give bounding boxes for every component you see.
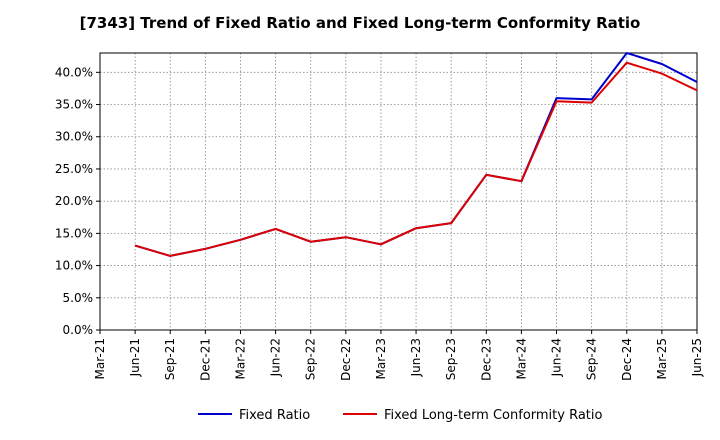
x-tick-label: Mar-24 xyxy=(514,338,528,379)
y-tick-label: 40.0% xyxy=(55,65,93,79)
x-axis: Mar-21 Jun-21 Sep-21 Dec-21 Mar-22 Jun-22 Sep-… xyxy=(93,330,704,381)
chart-title: [7343] Trend of Fixed Ratio and Fixed Lo… xyxy=(79,14,641,32)
x-tick-label: Mar-23 xyxy=(374,338,388,379)
x-tick-label: Sep-21 xyxy=(163,338,177,380)
plot-area-frame xyxy=(99,52,698,331)
x-tick-label: Sep-23 xyxy=(444,338,458,380)
y-tick-label: 15.0% xyxy=(55,226,93,240)
legend-label-2: Fixed Long-term Conformity Ratio xyxy=(384,408,603,423)
x-tick-label: Jun-22 xyxy=(269,338,283,377)
y-tick-label: 5.0% xyxy=(63,291,94,305)
x-tick-label: Sep-22 xyxy=(304,338,318,380)
series xyxy=(134,52,698,257)
grid xyxy=(99,53,698,331)
legend: Fixed Ratio Fixed Long-term Conformity Ra… xyxy=(198,408,603,423)
x-tick-label: Dec-23 xyxy=(479,338,493,381)
legend-label-1: Fixed Ratio xyxy=(239,408,310,423)
y-tick-label: 0.0% xyxy=(63,323,94,337)
series-line-2 xyxy=(134,61,698,257)
y-tick-label: 10.0% xyxy=(55,259,93,273)
x-tick-label: Dec-24 xyxy=(620,338,634,381)
x-tick-label: Dec-21 xyxy=(198,338,212,381)
x-tick-label: Jun-23 xyxy=(409,338,423,377)
x-tick-label: Jun-21 xyxy=(128,338,142,377)
y-tick-label: 20.0% xyxy=(55,194,93,208)
x-tick-label: Jun-24 xyxy=(550,338,564,377)
y-tick-label: 35.0% xyxy=(55,98,93,112)
x-tick-label: Mar-21 xyxy=(93,338,107,379)
y-tick-label: 30.0% xyxy=(55,130,93,144)
y-axis: 0.0% 5.0% 10.0% 15.0% 20.0% 25.0% 30.0% 35.0% 40… xyxy=(55,65,100,337)
x-tick-label: Mar-22 xyxy=(233,338,247,379)
x-tick-label: Jun-25 xyxy=(690,338,704,377)
x-tick-label: Mar-25 xyxy=(655,338,669,379)
y-tick-label: 25.0% xyxy=(55,162,93,176)
x-tick-label: Sep-24 xyxy=(585,338,599,380)
x-tick-label: Dec-22 xyxy=(339,338,353,381)
